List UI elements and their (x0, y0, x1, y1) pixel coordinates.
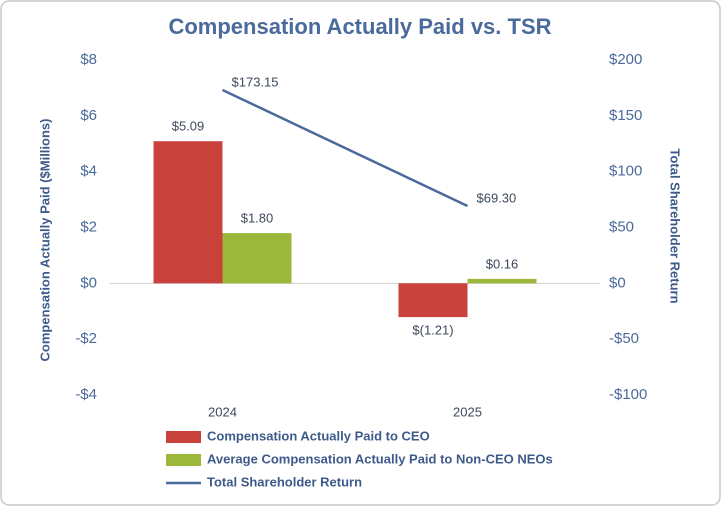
legend-swatch (166, 454, 201, 466)
legend-label: Total Shareholder Return (207, 474, 362, 489)
tsr-line (221, 88, 469, 208)
y-axis-title: Compensation Actually Paid ($Millions) (37, 119, 52, 362)
bar-value-label: $5.09 (172, 119, 205, 134)
legend-label: Average Compensation Actually Paid to No… (207, 451, 553, 466)
y2-tick-label: $200 (609, 51, 642, 68)
y2-tick-label: -$100 (609, 386, 647, 403)
y2-tick-label: $0 (609, 274, 626, 291)
y-tick-label: -$2 (75, 330, 97, 347)
bar (398, 283, 468, 318)
bar-value-label: $0.16 (486, 256, 519, 271)
bar (467, 278, 537, 284)
y2-tick-label: $50 (609, 218, 634, 235)
y-tick-label: $0 (80, 274, 97, 291)
y2-tick-label: $100 (609, 163, 642, 180)
y-tick-label: $8 (80, 51, 97, 68)
y-tick-label: -$4 (75, 386, 97, 403)
line-value-label: $69.30 (477, 190, 517, 205)
y2-tick-label: $150 (609, 107, 642, 124)
y-tick-label: $2 (80, 218, 97, 235)
y2-axis-title: Total Shareholder Return (668, 148, 683, 303)
bar-value-label: $1.80 (241, 211, 274, 226)
y-tick-label: $4 (80, 163, 97, 180)
y2-tick-label: -$50 (609, 330, 639, 347)
line-value-label: $173.15 (232, 74, 279, 89)
y-tick-label: $6 (80, 107, 97, 124)
legend-swatch (166, 431, 201, 443)
x-tick-label: 2025 (453, 404, 482, 419)
legend-label: Compensation Actually Paid to CEO (207, 428, 430, 443)
bar (153, 141, 223, 284)
bar (222, 233, 292, 284)
bar-value-label: $(1.21) (412, 323, 453, 338)
chart-title: Compensation Actually Paid vs. TSR (168, 14, 551, 39)
x-tick-label: 2024 (208, 404, 237, 419)
